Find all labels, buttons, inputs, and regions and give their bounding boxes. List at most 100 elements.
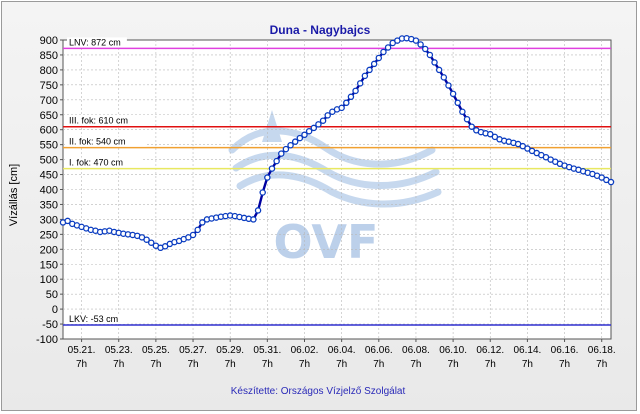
x-tick-date-10: 06.10. (439, 345, 467, 356)
data-point-87 (463, 115, 471, 123)
x-tick-hour-8: 7h (373, 359, 384, 370)
data-point-28 (189, 231, 197, 239)
x-tick-date-13: 06.16. (551, 345, 579, 356)
x-tick-hour-5: 7h (262, 359, 273, 370)
ovf-watermark: OVF (228, 110, 442, 269)
data-point-66 (366, 66, 373, 74)
data-point-84 (449, 90, 457, 98)
data-point-78 (421, 45, 429, 53)
data-point-47 (278, 150, 285, 157)
x-tick-hour-4: 7h (225, 359, 236, 370)
x-tick-hour-14: 7h (596, 359, 607, 370)
data-point-30 (199, 219, 206, 226)
x-tick-date-5: 05.31. (253, 345, 281, 356)
data-point-55 (315, 121, 322, 128)
chart-title: Duna - Nagybajcs (270, 23, 371, 37)
data-point-54 (310, 124, 318, 132)
reference-label-1: III. fok: 610 cm (69, 116, 128, 126)
x-tick-hour-2: 7h (150, 359, 161, 370)
data-point-56 (319, 117, 327, 124)
x-tick-date-2: 05.25. (142, 345, 170, 356)
data-point-57 (324, 112, 331, 119)
y-tick-label-20: 900 (40, 35, 58, 47)
y-tick-label-4: 100 (40, 274, 58, 286)
y-tick-label-17: 750 (40, 80, 58, 92)
x-tick-hour-9: 7h (410, 359, 421, 370)
data-point-50 (291, 138, 299, 145)
credit-text: Készítette: Országos Vízjelző Szolgálat (231, 386, 406, 397)
y-tick-label-12: 500 (40, 155, 58, 167)
watermark-text: OVF (274, 215, 379, 269)
x-tick-hour-10: 7h (448, 359, 459, 370)
data-point-51 (296, 134, 304, 142)
data-point-44 (264, 174, 271, 181)
x-tick-date-4: 05.29. (216, 345, 244, 356)
data-point-45 (268, 165, 276, 172)
x-tick-date-9: 06.08. (402, 345, 430, 356)
data-point-64 (356, 80, 364, 87)
watermark-wave-2 (232, 151, 440, 190)
y-tick-label-0: -100 (36, 334, 58, 346)
x-tick-date-3: 05.27. (179, 345, 207, 356)
data-point-63 (352, 87, 359, 95)
y-tick-label-2: 0 (52, 304, 58, 316)
y-tick-label-10: 400 (40, 185, 58, 197)
data-point-79 (426, 51, 434, 59)
data-point-81 (435, 66, 443, 74)
data-point-19 (147, 239, 155, 246)
data-point-29 (194, 226, 201, 234)
x-tick-date-7: 06.04. (328, 345, 356, 356)
data-point-77 (417, 41, 424, 48)
y-tick-label-19: 850 (40, 50, 58, 62)
x-tick-hour-11: 7h (485, 359, 496, 370)
data-point-68 (375, 54, 383, 62)
x-tick-date-11: 06.12. (476, 345, 504, 356)
reference-label-4: LKV: -53 cm (69, 314, 118, 324)
y-tick-label-18: 800 (40, 65, 58, 77)
x-tick-date-8: 06.06. (365, 345, 393, 356)
y-tick-label-8: 300 (40, 214, 58, 226)
reference-lines: LNV: 872 cm III. fok: 610 cm II. fok: 540 … (63, 37, 611, 326)
x-tick-date-0: 05.21. (68, 345, 96, 356)
data-point-1 (64, 217, 71, 225)
y-tick-label-9: 350 (40, 199, 58, 211)
y-tick-label-11: 450 (40, 170, 58, 182)
data-point-60 (338, 104, 345, 112)
y-tick-label-6: 200 (40, 244, 58, 256)
y-tick-label-16: 700 (40, 95, 58, 107)
y-tick-label-15: 650 (40, 110, 58, 122)
reference-label-2: II. fok: 540 cm (69, 137, 126, 147)
y-tick-label-13: 550 (40, 140, 58, 152)
y-tick-label-7: 250 (40, 229, 58, 241)
x-tick-hour-12: 7h (522, 359, 533, 370)
x-tick-hour-0: 7h (76, 359, 87, 370)
x-tick-hour-3: 7h (187, 359, 198, 370)
data-point-88 (468, 123, 475, 130)
x-ticks: 05.21. 7h 05.23. 7h 05.25. 7h 05.27. 7h 05.29. 7h… (68, 339, 616, 370)
reference-label-bg-2 (67, 136, 147, 147)
data-point-61 (343, 99, 350, 107)
data-point-80 (431, 59, 438, 66)
x-tick-date-14: 06.18. (588, 345, 616, 356)
data-point-43 (259, 189, 266, 196)
reference-label-3: I. fok: 470 cm (69, 158, 123, 168)
data-point-83 (445, 82, 452, 89)
y-tick-label-3: 50 (46, 289, 58, 301)
data-point-48 (282, 145, 290, 153)
data-point-52 (301, 131, 308, 139)
data-point-67 (370, 60, 378, 68)
x-tick-date-12: 06.14. (514, 345, 542, 356)
x-tick-hour-1: 7h (113, 359, 124, 370)
y-axis-label: Vízállás [cm] (8, 164, 20, 226)
data-point-82 (440, 74, 448, 81)
reference-label-bg-4 (67, 313, 127, 324)
y-ticks: -100 -50 0 50 100 150 200 250 300 350 400 450 500 550… (36, 35, 63, 346)
x-tick-hour-6: 7h (299, 359, 310, 370)
data-point-49 (287, 141, 294, 149)
data-point-118 (607, 178, 615, 186)
data-point-65 (361, 72, 369, 80)
x-tick-date-1: 05.23. (105, 345, 133, 356)
data-point-85 (454, 99, 461, 107)
data-point-92 (487, 130, 494, 138)
